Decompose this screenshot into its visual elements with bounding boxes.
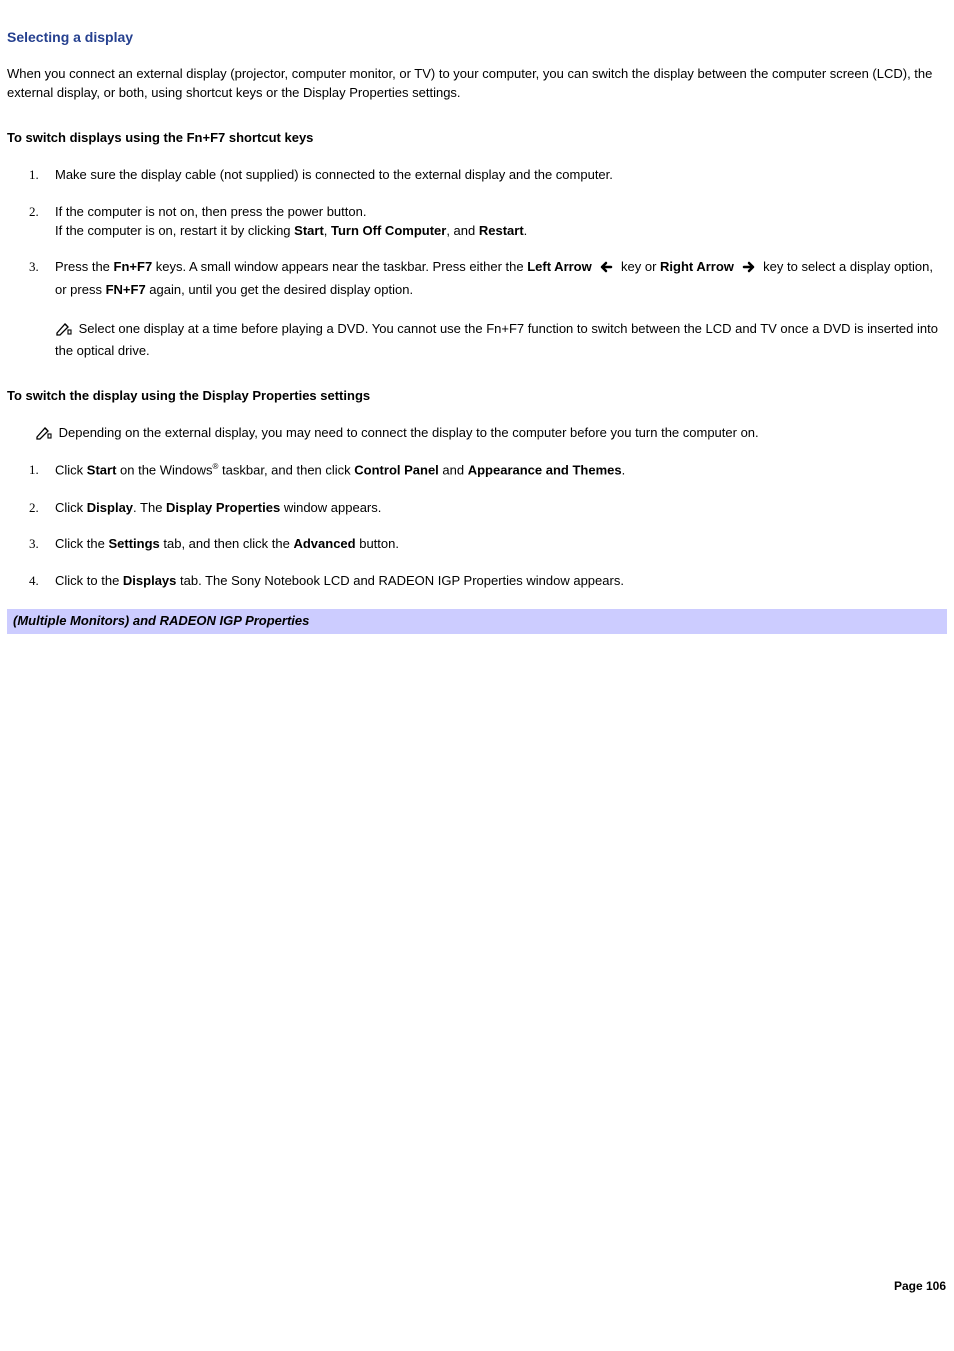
t: again, until you get the desired display…: [146, 282, 413, 297]
step-number: 4.: [29, 572, 39, 591]
intro-paragraph: When you connect an external display (pr…: [7, 65, 947, 103]
bold-settings: Settings: [108, 536, 159, 551]
bold-advanced: Advanced: [293, 536, 355, 551]
t: ,: [324, 223, 331, 238]
bold-displayprops: Display Properties: [166, 500, 280, 515]
note-block-2: Depending on the external display, you m…: [7, 424, 947, 446]
bold-appearance: Appearance and Themes: [468, 463, 622, 478]
step1-3: 3. Press the Fn+F7 keys. A small window …: [7, 258, 947, 360]
steps-list-1: 1. Make sure the display cable (not supp…: [7, 166, 947, 361]
left-arrow-icon: [597, 259, 615, 281]
step-number: 2.: [29, 203, 39, 222]
t: key or: [621, 259, 660, 274]
bold-rightarrow: Right Arrow: [660, 259, 734, 274]
page-footer: Page 106: [894, 1278, 946, 1295]
step2-3: 3. Click the Settings tab, and then clic…: [7, 535, 947, 554]
t: taskbar, and then click: [218, 463, 354, 478]
t: Press the: [55, 259, 114, 274]
t: .: [622, 463, 626, 478]
t: button.: [356, 536, 399, 551]
t: .: [524, 223, 528, 238]
section2-heading: To switch the display using the Display …: [7, 387, 947, 406]
t: on the Windows: [116, 463, 212, 478]
step-number: 1.: [29, 166, 39, 185]
steps-list-2: 1. Click Start on the Windows® taskbar, …: [7, 461, 947, 591]
bold-start: Start: [294, 223, 324, 238]
t: window appears.: [280, 500, 381, 515]
t: Click: [55, 463, 87, 478]
step1-1: 1. Make sure the display cable (not supp…: [7, 166, 947, 185]
step-text-line1: If the computer is not on, then press th…: [55, 204, 366, 219]
caption-bar: (Multiple Monitors) and RADEON IGP Prope…: [7, 609, 947, 634]
step2-1: 1. Click Start on the Windows® taskbar, …: [7, 461, 947, 480]
step-number: 3.: [29, 258, 39, 277]
note-icon: [35, 425, 53, 446]
t: keys. A small window appears near the ta…: [152, 259, 527, 274]
page-container: Selecting a display When you connect an …: [0, 0, 954, 1351]
note-text: Depending on the external display, you m…: [55, 425, 759, 440]
t: , and: [446, 223, 479, 238]
step2-4: 4. Click to the Displays tab. The Sony N…: [7, 572, 947, 591]
page-title: Selecting a display: [7, 27, 947, 47]
note-block-1: Select one display at a time before play…: [55, 320, 947, 361]
note-text: Select one display at a time before play…: [55, 321, 938, 358]
bold-restart: Restart: [479, 223, 524, 238]
t: and: [439, 463, 468, 478]
step2-2: 2. Click Display. The Display Properties…: [7, 499, 947, 518]
step-text: Make sure the display cable (not supplie…: [55, 167, 613, 182]
bold-displays: Displays: [123, 573, 176, 588]
t: Click the: [55, 536, 108, 551]
bold-leftarrow: Left Arrow: [527, 259, 592, 274]
section1-heading: To switch displays using the Fn+F7 short…: [7, 129, 947, 148]
step1-2: 2. If the computer is not on, then press…: [7, 203, 947, 241]
right-arrow-icon: [740, 259, 758, 281]
step-number: 3.: [29, 535, 39, 554]
t: tab, and then click the: [160, 536, 294, 551]
bold-controlpanel: Control Panel: [354, 463, 439, 478]
bold-turnoff: Turn Off Computer: [331, 223, 446, 238]
t: tab. The Sony Notebook LCD and RADEON IG…: [176, 573, 624, 588]
t: . The: [133, 500, 166, 515]
bold-fnf7: Fn+F7: [114, 259, 153, 274]
step-number: 2.: [29, 499, 39, 518]
step-text-line2a: If the computer is on, restart it by cli…: [55, 223, 294, 238]
bold-fnf7-2: FN+F7: [106, 282, 146, 297]
note-icon: [55, 321, 73, 342]
bold-start2: Start: [87, 463, 117, 478]
t: Click: [55, 500, 87, 515]
t: Click to the: [55, 573, 123, 588]
bold-display: Display: [87, 500, 133, 515]
step-number: 1.: [29, 461, 39, 480]
